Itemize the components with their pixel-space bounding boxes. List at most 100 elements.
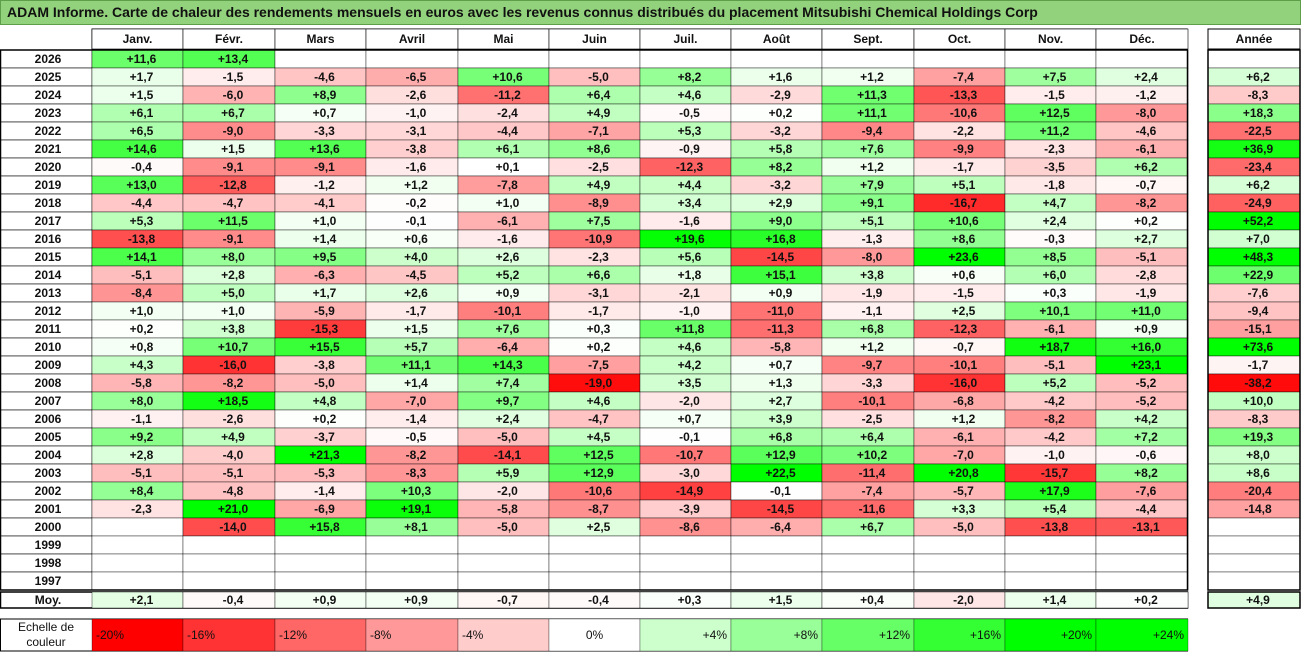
heat-value: -16,0 [950,376,978,390]
heat-value: -9,1 [314,160,335,174]
year-label-2023: 2023 [35,106,62,120]
heat-value: -5,1 [223,466,244,480]
heat-value: +13,4 [218,52,249,66]
heat-value: -6,8 [953,394,974,408]
heat-value: +4,7 [1043,196,1067,210]
month-header-11: Déc. [1129,32,1154,46]
year-label-1998: 1998 [35,556,62,570]
heat-value: -0,7 [953,340,974,354]
heat-value: -7,5 [588,358,609,372]
heat-value: +14,1 [126,250,157,264]
heat-value: -9,1 [223,232,244,246]
color-scale-label-line1: Echelle de [18,620,74,634]
month-header-6: Juil. [673,32,697,46]
heat-value: +2,5 [587,520,611,534]
heat-cell [274,571,367,591]
color-scale-swatch [548,618,641,652]
heat-value: -8,3 [406,466,427,480]
heat-value: +4,9 [587,178,611,192]
heat-value: +6,6 [587,268,611,282]
heat-value: +6,7 [221,106,245,120]
heat-value: +21,0 [218,502,249,516]
month-header-3: Avril [399,32,425,46]
heat-value: -0,9 [679,142,700,156]
heat-value: +0,9 [1134,322,1158,336]
year-label-2002: 2002 [35,484,62,498]
month-header-4: Mai [493,32,513,46]
heat-value: -12,3 [676,160,704,174]
heat-cell [457,571,550,591]
heat-value: -6,0 [223,88,244,102]
heat-value: +4,6 [587,394,611,408]
heat-value: -0,5 [406,430,427,444]
heat-value: -11,6 [859,502,886,516]
heat-value: -10,7 [676,448,704,462]
heat-value: +14,6 [126,142,157,156]
heat-value: -13,8 [1041,520,1069,534]
heat-value: -1,0 [1044,448,1065,462]
month-header-2: Mars [306,32,334,46]
heat-cell [639,535,732,555]
heat-value: -4,7 [588,412,609,426]
heat-value: -1,5 [1044,88,1065,102]
heat-value: -14,0 [219,520,247,534]
heat-value: -2,4 [497,106,518,120]
heat-value: -0,1 [679,430,700,444]
heat-value: +2,7 [769,394,793,408]
color-scale-label: 0% [586,628,604,642]
average-value: +0,3 [678,593,702,607]
heat-value: +2,7 [1134,232,1158,246]
heat-value: +9,5 [313,250,337,264]
average-cell [1095,591,1189,609]
heat-value: +1,8 [678,268,702,282]
heat-cell [1004,553,1097,573]
average-value: -0,4 [223,593,244,607]
heat-value: -4,0 [223,448,244,462]
color-scale-label: -16% [187,628,215,642]
color-scale-swatch [639,618,732,652]
heat-value: -5,0 [497,430,518,444]
heat-value: +11,8 [675,322,705,336]
heat-value: +16,8 [765,232,796,246]
heat-value: -5,0 [497,520,518,534]
heat-value: +12,9 [765,448,796,462]
heat-value: +6,2 [1134,160,1158,174]
heat-value: +18,7 [1039,340,1070,354]
heat-value: -1,7 [588,304,609,318]
heat-value: -2,0 [497,484,518,498]
month-header-8: Sept. [853,32,882,46]
heat-value: -1,4 [314,484,335,498]
heat-value: -3,5 [1044,160,1065,174]
heat-value: -6,3 [314,268,335,282]
heat-value: +11,5 [218,214,248,228]
heat-value: +19,1 [401,502,432,516]
heat-value: +8,0 [130,394,154,408]
color-scale-swatch [1004,618,1097,652]
heat-value: +11,1 [857,106,887,120]
heat-value: +2,4 [1043,214,1067,228]
heat-value: +0,2 [130,322,154,336]
heat-value: -14,1 [494,448,522,462]
heat-value: +1,5 [404,322,428,336]
heat-value: -1,0 [679,304,700,318]
average-annual-value: +4,9 [1246,593,1270,607]
heat-value: -11,3 [767,322,794,336]
heat-cell [182,553,276,573]
annual-value: -22,5 [1244,124,1272,138]
year-label-2012: 2012 [35,304,62,318]
heat-value: +1,6 [769,70,793,84]
heat-value: -4,5 [406,268,427,282]
year-label-2024: 2024 [35,88,62,102]
heat-value: -2,1 [679,286,700,300]
heat-value: +3,5 [678,376,702,390]
annual-cell [1207,49,1301,69]
heat-value: -4,2 [1044,430,1065,444]
year-label-2014: 2014 [35,268,62,282]
heat-value: +5,0 [221,286,245,300]
heat-value: +0,1 [496,160,520,174]
heat-value: -4,4 [497,124,518,138]
heat-value: +2,4 [1134,70,1158,84]
heat-cell [274,553,367,573]
color-scale-label: -8% [370,628,392,642]
